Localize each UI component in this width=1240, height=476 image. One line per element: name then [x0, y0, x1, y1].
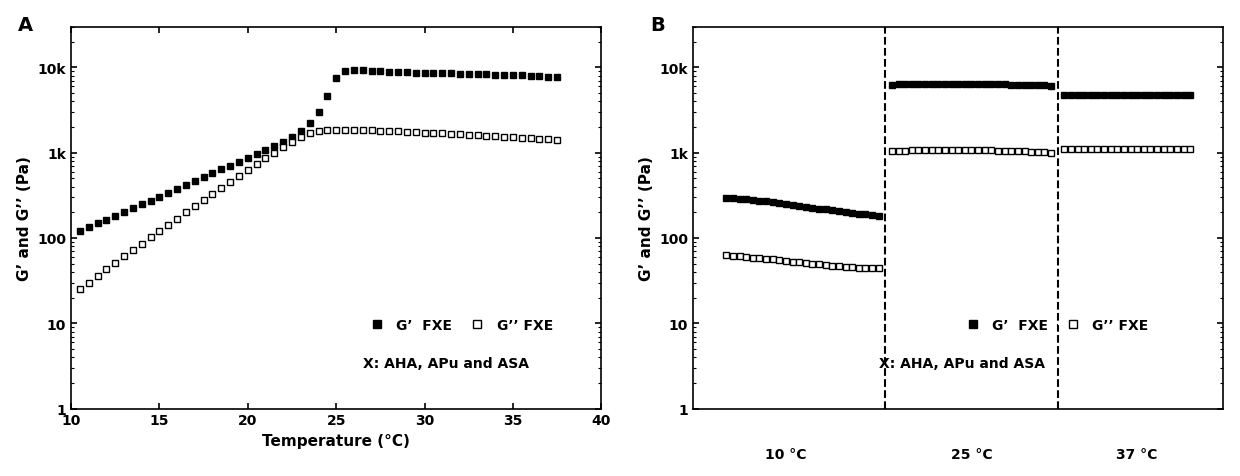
Legend: G’  FXE, G’’ FXE: G’ FXE, G’’ FXE — [357, 312, 559, 337]
X-axis label: Temperature (°C): Temperature (°C) — [262, 433, 410, 448]
Text: 25 °C: 25 °C — [951, 447, 992, 461]
Y-axis label: G’ and G’’ (Pa): G’ and G’’ (Pa) — [639, 156, 653, 280]
Text: X: AHA, APu and ASA: X: AHA, APu and ASA — [362, 356, 528, 370]
Legend: G’  FXE, G’’ FXE: G’ FXE, G’’ FXE — [954, 312, 1154, 337]
Text: A: A — [19, 16, 33, 35]
Y-axis label: G’ and G’’ (Pa): G’ and G’’ (Pa) — [16, 156, 32, 280]
Text: 10 °C: 10 °C — [765, 447, 807, 461]
Text: B: B — [651, 16, 666, 35]
Text: X: AHA, APu and ASA: X: AHA, APu and ASA — [879, 356, 1045, 370]
Text: 37 °C: 37 °C — [1116, 447, 1158, 461]
